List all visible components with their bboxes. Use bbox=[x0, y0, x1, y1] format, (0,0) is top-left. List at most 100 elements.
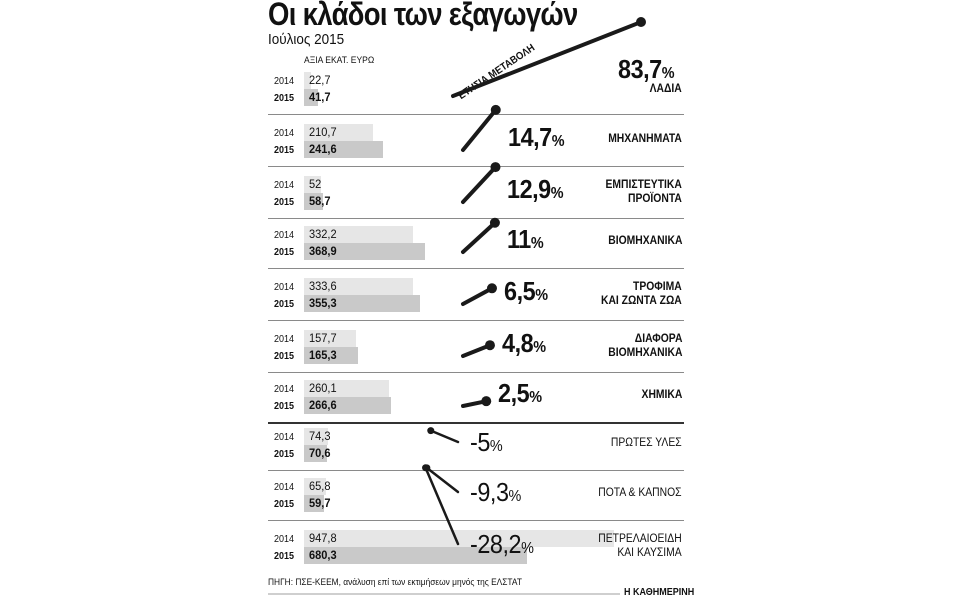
percent-sign: % bbox=[521, 540, 534, 557]
year-label-2014: 2014 bbox=[274, 128, 295, 139]
value-label-2015: 59,7 bbox=[309, 496, 331, 510]
chart-row: 2014 2015 333,6 355,3 6,5% ΤΡΟΦΙΜΑ ΚΑΙ ΖΩΝΤΑ … bbox=[268, 268, 684, 320]
row-separator bbox=[268, 470, 684, 471]
change-percent-value: 4,8 bbox=[501, 328, 534, 358]
bar-2015 bbox=[304, 141, 384, 158]
slope-end-dot bbox=[422, 464, 430, 472]
bar-2014 bbox=[304, 380, 390, 397]
bar-2014 bbox=[304, 176, 321, 193]
value-label-2014: 22,7 bbox=[309, 73, 331, 87]
slope-line bbox=[451, 20, 643, 98]
value-label-2014: 157,7 bbox=[309, 331, 337, 345]
chart-row: 2014 2015 52 58,7 12,9% ΕΜΠΙΣΤΕΥΤΙΚΑ ΠΡΟΪΟΝΤΑ bbox=[268, 166, 684, 218]
value-label-2014: 332,2 bbox=[309, 227, 337, 241]
slope-end-dot bbox=[481, 396, 492, 407]
value-label-2014: 210,7 bbox=[309, 125, 337, 139]
row-separator bbox=[268, 372, 684, 373]
value-label-2014: 333,6 bbox=[309, 279, 337, 293]
year-label-2015: 2015 bbox=[274, 401, 295, 412]
slope-end-dot bbox=[489, 217, 500, 228]
change-percent-value: 11 bbox=[506, 224, 531, 254]
change-percent-value: -28,2 bbox=[470, 529, 522, 559]
change-percent-value: -5 bbox=[470, 427, 490, 457]
year-label-2014: 2014 bbox=[274, 180, 295, 191]
bar-2015 bbox=[304, 243, 425, 260]
row-separator bbox=[268, 218, 684, 219]
year-label-2015: 2015 bbox=[274, 197, 295, 208]
bar-2014 bbox=[304, 226, 413, 243]
slope-line bbox=[461, 107, 498, 152]
slope-end-dot bbox=[490, 104, 501, 115]
chart-subtitle: Ιούλιος 2015 bbox=[268, 31, 345, 48]
slope-end-dot bbox=[484, 340, 495, 351]
year-label-2015: 2015 bbox=[274, 499, 295, 510]
year-label-2014: 2014 bbox=[274, 334, 295, 345]
value-label-2014: 947,8 bbox=[309, 531, 337, 545]
row-separator bbox=[268, 114, 684, 115]
slope-end-dot bbox=[636, 17, 646, 27]
percent-sign: % bbox=[508, 488, 522, 505]
bar-2015 bbox=[304, 397, 392, 414]
chart-row: 2014 2015 210,7 241,6 14,7% ΜΗΧΑΝΗΜΑΤΑ bbox=[268, 114, 684, 166]
bar-2014 bbox=[304, 278, 414, 295]
value-label-2015: 41,7 bbox=[309, 90, 331, 104]
bar-2015 bbox=[304, 547, 527, 564]
slope-end-dot bbox=[490, 162, 501, 173]
row-separator bbox=[268, 520, 684, 521]
year-label-2015: 2015 bbox=[274, 145, 295, 156]
year-label-2015: 2015 bbox=[274, 93, 295, 104]
change-percent-label: 4,8% bbox=[502, 328, 546, 359]
value-label-2014: 74,3 bbox=[309, 429, 331, 443]
source-note: ΠΗΓΗ: ΠΣΕ-ΚΕΕΜ, ανάλυση επί των εκτιμήσε… bbox=[268, 577, 522, 588]
value-label-2014: 52 bbox=[309, 177, 322, 191]
year-label-2014: 2014 bbox=[274, 432, 295, 443]
category-label: ΕΜΠΙΣΤΕΥΤΙΚΑ ΠΡΟΪΟΝΤΑ bbox=[605, 179, 682, 205]
slope-line bbox=[429, 429, 460, 444]
bar-2015 bbox=[304, 295, 421, 312]
bar-2014 bbox=[304, 72, 312, 89]
percent-sign: % bbox=[551, 133, 564, 150]
bar-2014 bbox=[304, 428, 329, 445]
year-label-2014: 2014 bbox=[274, 76, 295, 87]
value-label-2015: 165,3 bbox=[309, 348, 337, 362]
year-label-2014: 2014 bbox=[274, 534, 295, 545]
slope-line bbox=[461, 220, 497, 254]
slope-line bbox=[461, 165, 498, 204]
category-label: ΤΡΟΦΙΜΑ ΚΑΙ ΖΩΝΤΑ ΖΩΑ bbox=[601, 281, 682, 307]
row-separator bbox=[268, 268, 684, 269]
bar-2014 bbox=[304, 530, 614, 547]
value-label-2015: 58,7 bbox=[309, 194, 331, 208]
category-label: ΔΙΑΦΟΡΑ ΒΙΟΜΗΧΑΝΙΚΑ bbox=[607, 333, 682, 359]
slope-end-dot bbox=[486, 283, 497, 294]
value-label-2015: 355,3 bbox=[309, 296, 337, 310]
chart-row: 2014 2015 22,7 41,7 83,7% ΛΑΔΙΑ bbox=[268, 54, 684, 114]
year-label-2015: 2015 bbox=[274, 449, 295, 460]
value-label-2015: 266,6 bbox=[309, 398, 337, 412]
bar-2015 bbox=[304, 89, 318, 106]
change-percent-value: 14,7 bbox=[507, 122, 552, 152]
bar-2014 bbox=[304, 330, 356, 347]
chart-row: 2014 2015 157,7 165,3 4,8% ΔΙΑΦΟΡΑ ΒΙΟΜΗΧΑΝΙΚ… bbox=[268, 320, 684, 372]
change-percent-value: 83,7 bbox=[618, 54, 662, 84]
chart-row: 2014 2015 65,8 59,7 -9,3% ΠΟΤΑ & ΚΑΠΝΟΣ bbox=[268, 468, 684, 520]
change-percent-label: 14,7% bbox=[507, 122, 565, 153]
change-percent-value: 6,5 bbox=[503, 276, 536, 306]
year-label-2015: 2015 bbox=[274, 247, 295, 258]
change-percent-value: -9,3 bbox=[470, 477, 509, 507]
year-label-2014: 2014 bbox=[274, 482, 295, 493]
chart-row: 2014 2015 260,1 266,6 2,5% ΧΗΜΙΚΑ bbox=[268, 370, 684, 422]
change-percent-label: -5% bbox=[470, 427, 503, 458]
bar-2014 bbox=[304, 478, 326, 495]
row-separator bbox=[268, 422, 684, 424]
value-label-2015: 680,3 bbox=[309, 548, 337, 562]
bar-2015 bbox=[304, 495, 324, 512]
category-label: ΛΑΔΙΑ bbox=[649, 83, 682, 95]
value-label-2015: 241,6 bbox=[309, 142, 337, 156]
change-percent-label: 12,9% bbox=[507, 174, 564, 205]
change-percent-label: -9,3% bbox=[470, 477, 521, 508]
slope-end-dot bbox=[427, 427, 435, 435]
value-label-2015: 70,6 bbox=[309, 446, 331, 460]
percent-sign: % bbox=[489, 438, 503, 455]
change-percent-value: 12,9 bbox=[507, 174, 552, 204]
